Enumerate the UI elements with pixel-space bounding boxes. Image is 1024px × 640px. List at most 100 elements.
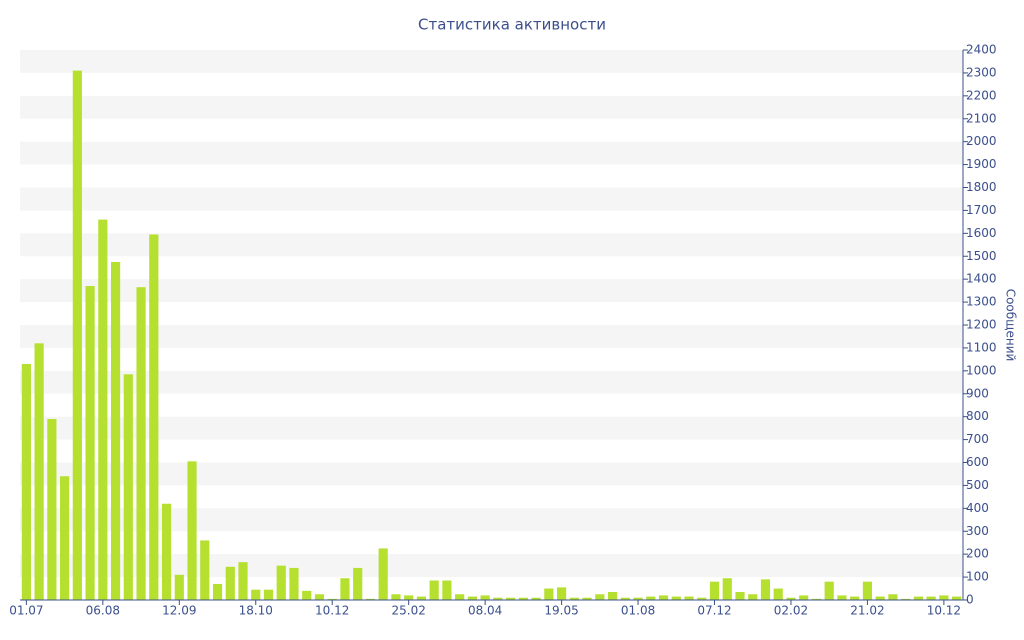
bar xyxy=(21,363,31,600)
bar xyxy=(314,594,325,600)
bar xyxy=(455,594,465,600)
bar xyxy=(697,597,707,600)
y-tick-label: 400 xyxy=(966,501,989,515)
bar xyxy=(773,588,783,600)
x-tick-label: 08.04 xyxy=(468,604,502,618)
grid-band xyxy=(20,187,963,211)
grid-band xyxy=(20,141,963,165)
grid-band xyxy=(20,508,963,532)
bar xyxy=(722,578,732,600)
bar xyxy=(467,596,477,600)
x-tick-label: 10.12 xyxy=(315,604,349,618)
bar xyxy=(544,588,554,600)
bar xyxy=(365,598,376,600)
x-tick-label: 19.05 xyxy=(544,604,578,618)
bar xyxy=(633,597,643,600)
bar xyxy=(569,597,579,600)
x-tick-label: 07.12 xyxy=(697,604,731,618)
bar xyxy=(506,597,516,600)
bar xyxy=(34,343,44,600)
y-tick-label: 1300 xyxy=(966,295,997,309)
bar xyxy=(760,579,771,600)
grid-band xyxy=(20,233,963,257)
grid-band xyxy=(20,416,963,440)
y-tick-label: 1700 xyxy=(966,203,997,217)
bar xyxy=(926,596,936,600)
bar xyxy=(416,596,426,600)
y-tick-label: 1100 xyxy=(966,340,997,354)
y-tick-label: 100 xyxy=(966,570,989,584)
bar xyxy=(888,594,898,600)
bar xyxy=(582,597,592,600)
grid-band xyxy=(20,554,963,578)
y-tick-label: 1800 xyxy=(966,180,997,194)
x-tick-label: 01.07 xyxy=(9,604,43,618)
bar xyxy=(225,566,235,600)
bar xyxy=(913,596,923,600)
y-tick-label: 2200 xyxy=(966,88,997,102)
bar xyxy=(442,580,452,600)
bar xyxy=(671,596,681,600)
y-axis-label: Сообщений xyxy=(1004,289,1018,362)
bar xyxy=(480,595,490,600)
x-tick-label: 10.12 xyxy=(927,604,961,618)
bar xyxy=(263,589,274,600)
bar xyxy=(646,596,656,600)
bar xyxy=(607,591,618,600)
bar xyxy=(85,286,95,600)
y-tick-label: 600 xyxy=(966,455,989,469)
y-tick-label: 2300 xyxy=(966,65,997,79)
y-tick-label: 1400 xyxy=(966,272,997,286)
bar xyxy=(340,578,350,600)
bar xyxy=(735,591,745,600)
grid-band xyxy=(20,462,963,486)
x-tick-label: 12.09 xyxy=(162,604,196,618)
grid-band xyxy=(20,370,963,394)
bar xyxy=(850,596,860,600)
bar xyxy=(837,595,847,600)
x-tick-label: 02.02 xyxy=(774,604,808,618)
bar xyxy=(709,581,720,600)
y-tick-label: 700 xyxy=(966,432,989,446)
y-tick-label: 2000 xyxy=(966,134,997,148)
chart-title: Статистика активности xyxy=(418,16,606,34)
bar xyxy=(939,595,949,600)
y-tick-label: 1500 xyxy=(966,249,997,263)
bar xyxy=(72,70,82,600)
bar xyxy=(276,565,286,600)
bar xyxy=(620,597,630,600)
y-tick-label: 1900 xyxy=(966,157,997,171)
bar xyxy=(110,261,121,600)
bar xyxy=(595,594,605,600)
bar xyxy=(212,583,223,600)
y-tick-label: 2400 xyxy=(966,43,997,57)
bar xyxy=(493,597,503,600)
bar xyxy=(658,595,669,600)
bar xyxy=(799,595,809,600)
grid-band xyxy=(20,95,963,119)
y-tick-label: 1600 xyxy=(966,226,997,240)
bar xyxy=(684,596,694,600)
y-tick-label: 800 xyxy=(966,409,989,423)
bar xyxy=(824,581,834,600)
bar xyxy=(557,587,567,600)
y-tick-label: 1000 xyxy=(966,363,997,377)
bar xyxy=(811,598,822,600)
bar xyxy=(289,567,299,600)
y-tick-label: 200 xyxy=(966,547,989,561)
bar xyxy=(327,598,337,600)
bar xyxy=(238,562,248,600)
bar xyxy=(187,461,197,600)
bar xyxy=(391,594,401,600)
y-tick-label: 0 xyxy=(966,593,974,607)
y-tick-label: 300 xyxy=(966,524,989,538)
bar xyxy=(875,596,885,600)
bar xyxy=(531,597,541,600)
grid-band xyxy=(20,279,963,303)
bar xyxy=(200,540,210,600)
bar xyxy=(302,590,312,600)
y-tick-label: 2100 xyxy=(966,111,997,125)
bar xyxy=(251,589,261,600)
bar xyxy=(161,503,172,600)
